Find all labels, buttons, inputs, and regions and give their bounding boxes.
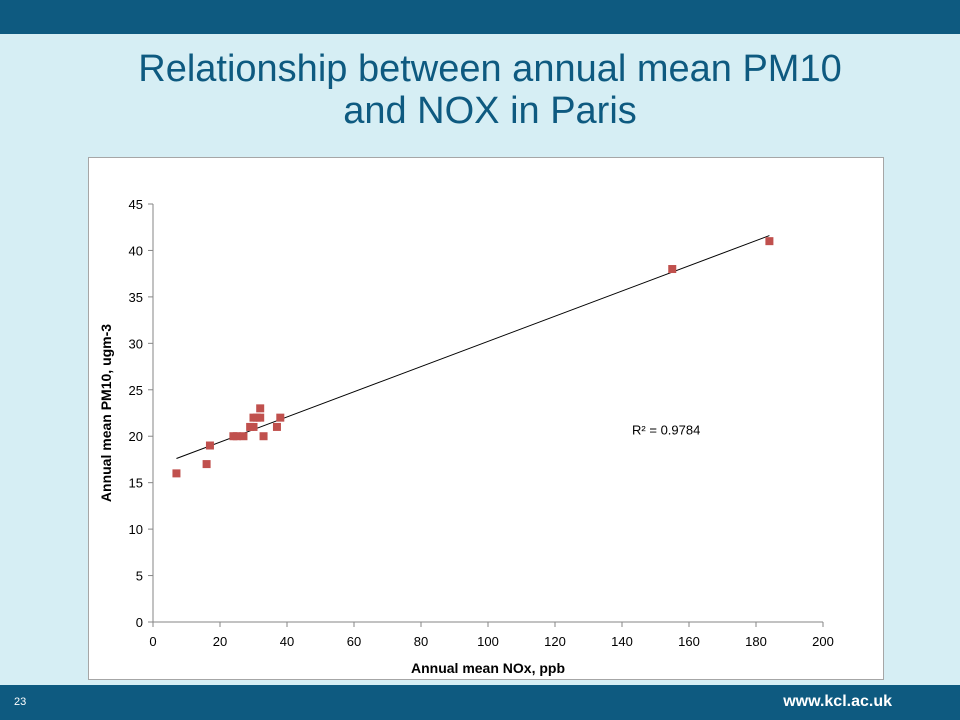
x-tick-label: 140: [611, 634, 633, 649]
data-point: [668, 265, 677, 274]
data-point: [256, 413, 265, 422]
data-point: [205, 441, 214, 450]
y-tick-label: 25: [129, 383, 143, 398]
data-point: [256, 404, 265, 413]
x-tick-label: 0: [149, 634, 156, 649]
slide-title-line-2: and NOX in Paris: [343, 90, 637, 132]
y-tick-label: 10: [129, 522, 143, 537]
slide-number: 23: [14, 696, 27, 708]
x-tick-label: 60: [347, 634, 361, 649]
data-point: [239, 432, 248, 441]
y-tick-label: 15: [129, 476, 143, 491]
y-tick-label: 30: [129, 336, 143, 351]
x-tick-label: 100: [477, 634, 499, 649]
scatter-chart: 0 5 10 15 20 25 30 35 40 45 0 20 40 60 80 100 120 140 160 1…: [98, 197, 834, 676]
y-tick-label: 20: [129, 429, 143, 444]
data-point: [765, 237, 774, 246]
top-banner: [0, 0, 960, 34]
x-axis-title: Annual mean NOx, ppb: [411, 660, 565, 676]
data-point: [272, 422, 281, 431]
x-tick-label: 180: [745, 634, 767, 649]
y-tick-label: 5: [136, 569, 143, 584]
x-tick-label: 120: [544, 634, 566, 649]
x-tick-label: 200: [812, 634, 834, 649]
y-tick-label: 40: [129, 243, 143, 258]
data-point: [172, 469, 181, 478]
data-point: [276, 413, 285, 422]
slide-title: Relationship between annual mean PM10 an…: [60, 48, 920, 132]
r-squared-label: R² = 0.9784: [632, 422, 700, 437]
chart-panel: 0 5 10 15 20 25 30 35 40 45 0 20 40 60 80 100 120 140 160 1…: [88, 157, 884, 680]
footer-banner: 23 www.kcl.ac.uk: [0, 685, 960, 720]
data-point: [249, 422, 258, 431]
y-tick-label: 0: [136, 615, 143, 630]
x-tick-label: 20: [213, 634, 227, 649]
data-point: [232, 432, 241, 441]
x-tick-label: 160: [678, 634, 700, 649]
x-tick-label: 40: [280, 634, 294, 649]
y-tick-label: 35: [129, 290, 143, 305]
y-axis-title: Annual mean PM10, ugm-3: [98, 324, 114, 502]
y-tick-label: 45: [129, 197, 143, 212]
data-point: [202, 460, 211, 469]
slide-title-line-1: Relationship between annual mean PM10: [138, 48, 842, 90]
site-url[interactable]: www.kcl.ac.uk: [783, 693, 892, 710]
data-point: [259, 432, 268, 441]
x-tick-label: 80: [414, 634, 428, 649]
